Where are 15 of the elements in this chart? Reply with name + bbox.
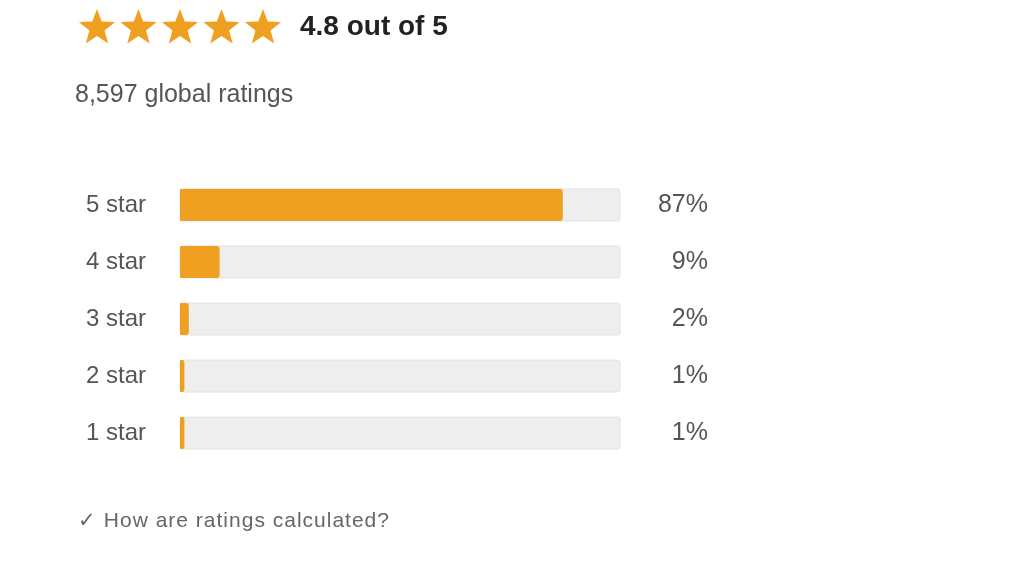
chart-title: 4.8 out of 5 [300, 10, 448, 42]
data-label: 87% [657, 188, 708, 217]
y-tick-label: 2 star [85, 360, 147, 388]
data-label: 9% [671, 245, 708, 274]
y-tick-label: 3 star [85, 303, 147, 331]
data-label: 1% [671, 416, 708, 445]
y-tick-label: 4 star [85, 246, 147, 274]
chart-subtitle: 8,597 global ratings [75, 79, 294, 108]
data-label: 1% [671, 359, 708, 388]
y-tick-label: 5 star [85, 189, 147, 217]
bar [180, 303, 189, 335]
text: ✓ How are ratings calculated? [78, 508, 390, 532]
y-tick-label: 1 star [85, 417, 147, 445]
bar [180, 245, 220, 278]
data-label: 2% [671, 302, 708, 331]
